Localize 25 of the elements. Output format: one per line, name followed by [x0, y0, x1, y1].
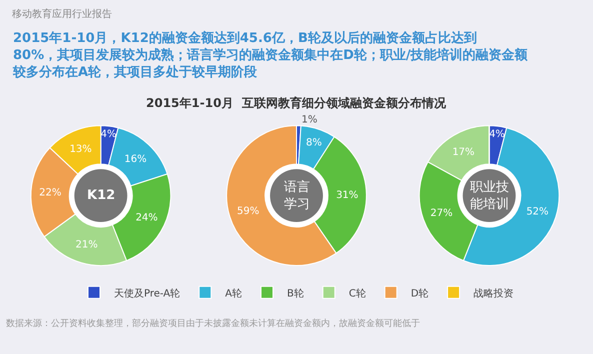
- text: 2015年1-10月 互联网教育细分领域融资金额分布情况: [146, 96, 447, 110]
- text: 职业技能培训: [470, 180, 509, 212]
- data-label: 13%: [70, 144, 92, 156]
- data-label: 16%: [124, 154, 147, 165]
- text: 2015年1-10月，K12的融资金额达到45.6亿，B轮及以后的融资金额占比达到80%，其项目发展较为成熟；语言学习的融资金额集中在D轮；职业/技能培训的融资金额较多分布在A轮，其项目多处于较早期阶段: [12, 30, 529, 80]
- data-label: 24%: [136, 212, 158, 224]
- data-label: 52%: [526, 206, 549, 218]
- data-label: 17%: [452, 147, 475, 158]
- data-label: 59%: [236, 206, 260, 217]
- text: 语言学习: [284, 179, 310, 212]
- legend-label: 战略投资: [474, 287, 514, 300]
- data-label: 27%: [430, 208, 453, 219]
- legend-label: A轮: [225, 287, 242, 300]
- data-label: 21%: [76, 239, 98, 250]
- legend-label: D轮: [410, 287, 429, 300]
- data-label: 31%: [336, 190, 358, 201]
- legend-label: C轮: [348, 287, 366, 300]
- data-label: 1%: [301, 114, 318, 126]
- text: K12: [87, 188, 116, 203]
- legend-label: 天使及Pre-A轮: [114, 287, 180, 300]
- legend-label: B轮: [286, 287, 304, 300]
- source-note: 数据来源：公开资料收集整理，部分融资项目由于未披露金额未计算在融资金额内，故融资金额可能低于: [6, 318, 420, 329]
- data-label: 22%: [39, 188, 62, 199]
- text: 移动教育应用行业报告: [12, 8, 112, 20]
- data-label: 8%: [306, 138, 322, 149]
